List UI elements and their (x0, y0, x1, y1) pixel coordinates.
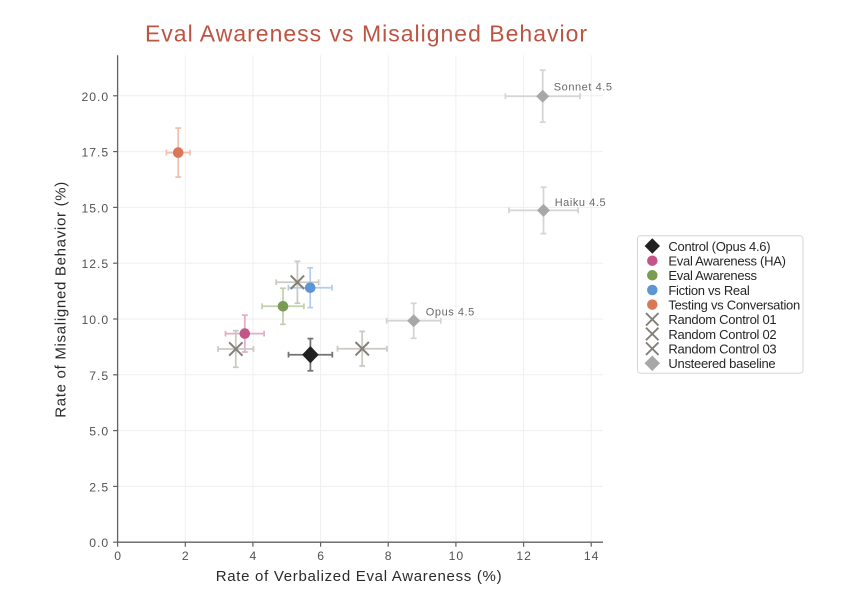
svg-text:Testing vs Conversation: Testing vs Conversation (668, 298, 800, 313)
svg-text:0: 0 (114, 549, 122, 563)
svg-text:Rate of Misaligned Behavior (%: Rate of Misaligned Behavior (%) (53, 181, 70, 418)
svg-text:Eval Awareness vs Misaligned B: Eval Awareness vs Misaligned Behavior (145, 20, 588, 46)
svg-text:12: 12 (516, 549, 532, 563)
svg-text:20.0: 20.0 (81, 90, 109, 104)
svg-text:Sonnet 4.5: Sonnet 4.5 (554, 81, 613, 93)
svg-text:14: 14 (584, 549, 600, 563)
svg-text:0.0: 0.0 (89, 536, 109, 550)
svg-text:15.0: 15.0 (81, 201, 109, 215)
svg-text:Control (Opus 4.6): Control (Opus 4.6) (668, 239, 770, 254)
svg-text:6: 6 (317, 549, 325, 563)
svg-text:4: 4 (250, 549, 258, 563)
svg-text:Random Control 02: Random Control 02 (668, 327, 776, 342)
svg-text:8: 8 (385, 549, 393, 563)
svg-text:Unsteered baseline: Unsteered baseline (668, 356, 775, 371)
svg-text:17.5: 17.5 (81, 146, 109, 160)
svg-text:2: 2 (182, 549, 190, 563)
svg-text:10.0: 10.0 (81, 313, 109, 327)
svg-text:2.5: 2.5 (89, 480, 109, 494)
svg-text:Random Control 03: Random Control 03 (668, 342, 776, 357)
svg-text:7.5: 7.5 (89, 369, 109, 383)
svg-text:Opus 4.5: Opus 4.5 (426, 306, 475, 318)
svg-text:Eval Awareness: Eval Awareness (668, 268, 757, 283)
svg-text:10: 10 (449, 549, 465, 563)
svg-text:Rate of Verbalized Eval Awaren: Rate of Verbalized Eval Awareness (%) (216, 568, 503, 585)
svg-text:Haiku 4.5: Haiku 4.5 (555, 197, 606, 209)
svg-text:Fiction vs Real: Fiction vs Real (668, 283, 749, 298)
svg-text:5.0: 5.0 (89, 425, 109, 439)
svg-text:Eval Awareness (HA): Eval Awareness (HA) (668, 254, 785, 269)
svg-text:12.5: 12.5 (81, 257, 109, 271)
svg-text:Random Control 01: Random Control 01 (668, 312, 776, 327)
